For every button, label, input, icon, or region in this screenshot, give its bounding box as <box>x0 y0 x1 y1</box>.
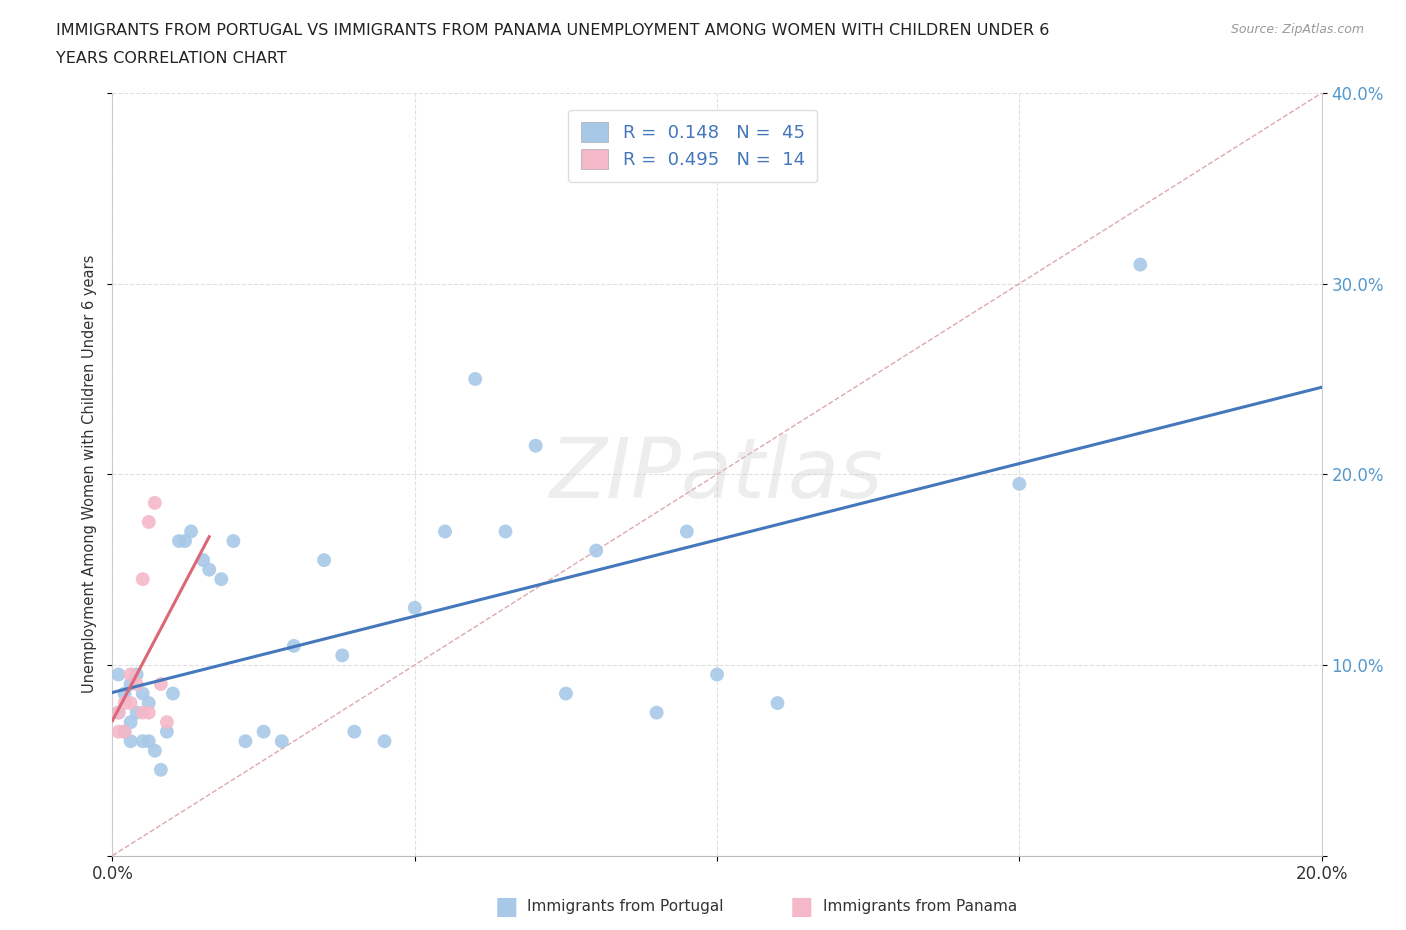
Point <box>120 667 142 682</box>
Text: YEARS CORRELATION CHART: YEARS CORRELATION CHART <box>56 51 287 66</box>
Point <box>270 734 292 749</box>
Point <box>222 534 245 549</box>
Text: Immigrants from Portugal: Immigrants from Portugal <box>527 899 724 914</box>
Point <box>156 714 179 729</box>
Point <box>174 534 197 549</box>
Legend: R =  0.148   N =  45, R =  0.495   N =  14: R = 0.148 N = 45, R = 0.495 N = 14 <box>568 110 817 182</box>
Point <box>132 686 155 701</box>
Point <box>404 601 426 616</box>
Point <box>132 572 155 587</box>
Text: ■: ■ <box>495 895 517 919</box>
Point <box>374 734 396 749</box>
Point <box>433 525 456 539</box>
Point <box>464 372 486 387</box>
Point <box>330 648 353 663</box>
Point <box>495 525 517 539</box>
Point <box>162 686 184 701</box>
Y-axis label: Unemployment Among Women with Children Under 6 years: Unemployment Among Women with Children U… <box>82 255 97 694</box>
Point <box>198 562 221 577</box>
Point <box>209 572 232 587</box>
Point <box>645 705 668 720</box>
Point <box>675 525 697 539</box>
Point <box>143 496 166 511</box>
Point <box>766 696 789 711</box>
Point <box>138 514 160 529</box>
Point <box>191 552 214 567</box>
Point <box>314 552 336 567</box>
Point <box>120 696 142 711</box>
Point <box>132 705 155 720</box>
Text: ■: ■ <box>790 895 813 919</box>
Point <box>138 696 160 711</box>
Point <box>132 734 155 749</box>
Point <box>138 705 160 720</box>
Point <box>107 724 129 739</box>
Point <box>149 677 172 692</box>
Point <box>120 734 142 749</box>
Text: Immigrants from Panama: Immigrants from Panama <box>823 899 1017 914</box>
Point <box>343 724 366 739</box>
Point <box>143 743 166 758</box>
Point <box>120 714 142 729</box>
Point <box>167 534 190 549</box>
Point <box>107 667 129 682</box>
Point <box>114 724 136 739</box>
Point <box>120 677 142 692</box>
Point <box>125 677 148 692</box>
Text: Source: ZipAtlas.com: Source: ZipAtlas.com <box>1230 23 1364 36</box>
Point <box>706 667 728 682</box>
Point <box>283 639 305 654</box>
Point <box>585 543 607 558</box>
Point <box>138 734 160 749</box>
Point <box>180 525 202 539</box>
Point <box>114 686 136 701</box>
Point <box>524 438 547 453</box>
Point <box>114 724 136 739</box>
Point <box>1129 258 1152 272</box>
Point <box>107 705 129 720</box>
Point <box>235 734 257 749</box>
Text: ZIPatlas: ZIPatlas <box>550 433 884 515</box>
Point <box>107 705 129 720</box>
Point <box>156 724 179 739</box>
Point <box>149 763 172 777</box>
Point <box>114 696 136 711</box>
Point <box>125 667 148 682</box>
Point <box>125 705 148 720</box>
Point <box>1008 476 1031 491</box>
Text: IMMIGRANTS FROM PORTUGAL VS IMMIGRANTS FROM PANAMA UNEMPLOYMENT AMONG WOMEN WITH: IMMIGRANTS FROM PORTUGAL VS IMMIGRANTS F… <box>56 23 1050 38</box>
Point <box>554 686 576 701</box>
Point <box>253 724 276 739</box>
